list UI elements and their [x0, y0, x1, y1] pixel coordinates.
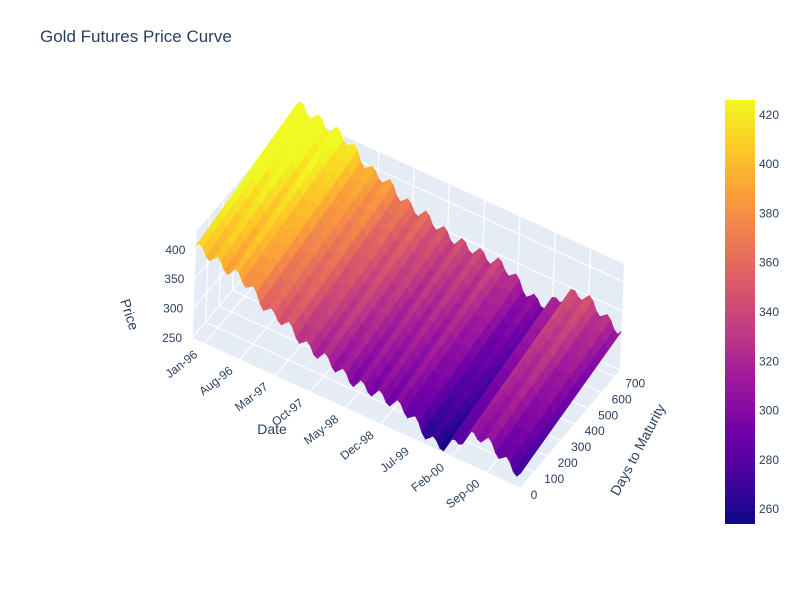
z-tick-label: 350	[164, 272, 184, 286]
z-tick-label: 300	[163, 302, 183, 316]
x-axis-title: Date	[257, 421, 287, 437]
colorbar-gradient	[725, 100, 755, 524]
colorbar-tick-label: 380	[759, 206, 779, 220]
surface-patch	[516, 458, 531, 477]
x-tick-label: Sep-00	[443, 476, 482, 511]
colorbar-tick-label: 280	[759, 453, 779, 467]
price-surface[interactable]	[195, 101, 622, 477]
colorbar-tick-label: 420	[759, 108, 779, 122]
x-tick-label: Dec-98	[337, 428, 376, 463]
x-tick-label: Mar-97	[232, 379, 271, 414]
x-tick-label: Feb-00	[408, 460, 447, 495]
z-tick-label: 250	[162, 331, 182, 345]
y-tick-label: 300	[571, 440, 591, 454]
y-tick-label: 700	[625, 376, 645, 390]
colorbar-tick-label: 260	[759, 502, 779, 516]
x-tick-label: Aug-96	[196, 363, 235, 398]
x-tick-label: Jul-99	[377, 444, 412, 475]
colorbar: 260 280 300 320 340 360 380 400 420	[725, 100, 779, 524]
y-tick-label: 500	[598, 408, 618, 422]
y-tick-label: 0	[531, 488, 538, 502]
x-tick-label: May-98	[301, 412, 341, 448]
colorbar-tick-label: 320	[759, 354, 779, 368]
chart-title: Gold Futures Price Curve	[40, 27, 232, 46]
y-tick-label: 100	[544, 472, 564, 486]
y-tick-label: 200	[558, 456, 578, 470]
colorbar-tick-label: 360	[759, 256, 779, 270]
z-axis-title: Price	[117, 297, 142, 332]
gridline-y	[191, 337, 521, 489]
colorbar-tick-label: 400	[759, 157, 779, 171]
x-tick-label: Jan-96	[163, 347, 201, 381]
gridline-y	[205, 321, 534, 473]
z-tick-label: 400	[165, 243, 185, 257]
y-tick-label: 600	[612, 392, 632, 406]
colorbar-tick-label: 300	[759, 404, 779, 418]
y-tick-label: 400	[585, 424, 605, 438]
colorbar-tick-label: 340	[759, 305, 779, 319]
